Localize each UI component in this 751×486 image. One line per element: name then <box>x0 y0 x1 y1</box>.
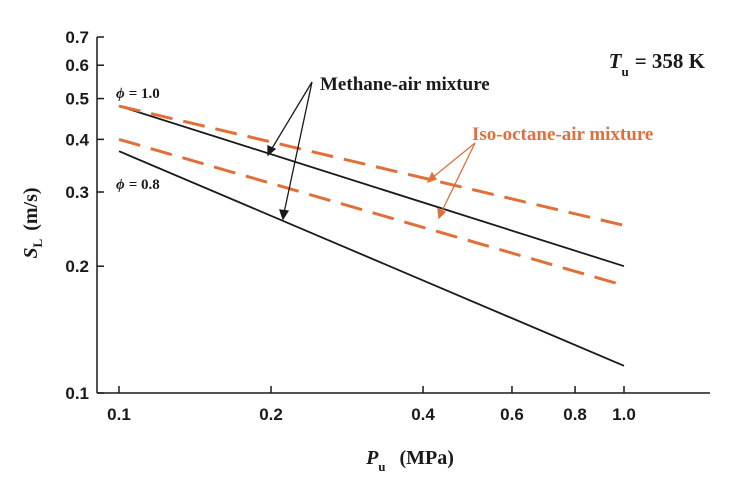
methane-arrowhead-1 <box>267 145 277 157</box>
plot-frame <box>96 37 710 394</box>
methane-line-phi-08 <box>118 150 625 367</box>
methane-annotation: Methane-air mixture <box>320 74 490 95</box>
phi-1-label: ϕ = 1.0 <box>116 86 160 102</box>
methane-arrowhead-2 <box>279 209 290 221</box>
y-tick-label: 0.1 <box>65 384 89 403</box>
isooctane-arrow-1 <box>431 142 476 179</box>
x-tick-label: 0.1 <box>107 405 131 424</box>
y-tick-label: 0.7 <box>65 28 89 47</box>
isooctane-arrows <box>426 142 476 220</box>
temperature-condition: Tu = 358 K <box>609 49 706 79</box>
methane-line-phi-10 <box>118 105 625 268</box>
methane-arrows <box>267 81 313 221</box>
isooctane-arrowhead-1 <box>426 171 437 184</box>
isooctane-line-phi-10 <box>118 104 625 227</box>
y-tick-label: 0.2 <box>65 257 89 276</box>
methane-arrow-2 <box>283 81 313 214</box>
x-axis-title: Pu (MPa) <box>365 447 454 474</box>
x-tick-label: 0.4 <box>411 405 435 424</box>
x-tick-label: 0.8 <box>563 405 587 424</box>
x-tick-label: 0.6 <box>500 405 524 424</box>
methane-arrow-1 <box>270 81 313 151</box>
y-ticks: 0.1 0.2 0.3 0.4 0.5 0.6 0.7 <box>65 28 104 403</box>
x-ticks: 0.1 0.2 0.4 0.6 0.8 1.0 <box>107 386 636 424</box>
y-tick-label: 0.5 <box>65 90 89 109</box>
y-tick-label: 0.4 <box>65 130 89 149</box>
series-layer <box>118 104 625 367</box>
y-tick-label: 0.3 <box>65 183 89 202</box>
y-axis-title: SL(m/s) <box>20 187 45 258</box>
x-tick-label: 0.2 <box>259 405 283 424</box>
isooctane-line-phi-08 <box>118 137 625 287</box>
isooctane-arrowhead-2 <box>437 207 447 220</box>
y-tick-label: 0.6 <box>65 56 89 75</box>
x-tick-label: 1.0 <box>612 405 636 424</box>
isooctane-arrow-2 <box>440 142 476 214</box>
phi-08-label: ϕ = 0.8 <box>116 177 160 193</box>
isooctane-annotation: Iso-octane-air mixture <box>472 124 653 145</box>
